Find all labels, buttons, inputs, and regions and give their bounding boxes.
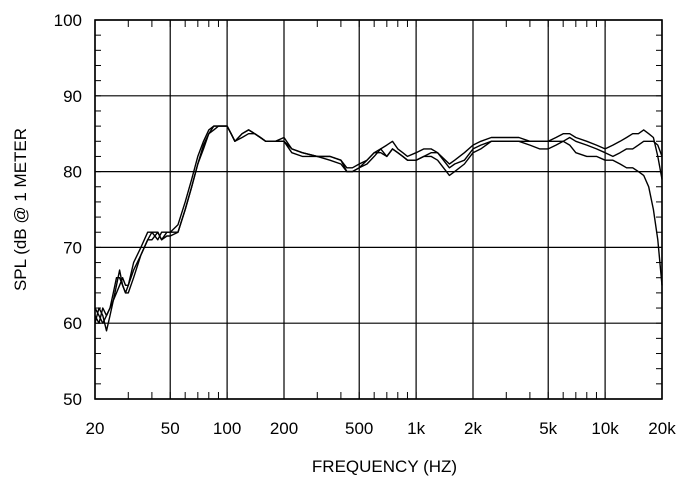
x-tick-label: 10k <box>591 419 619 438</box>
x-tick-label: 100 <box>213 419 241 438</box>
y-tick-label: 100 <box>54 11 82 30</box>
response-curve-1 <box>94 125 663 324</box>
x-tick-label: 5k <box>539 419 557 438</box>
y-tick-label: 80 <box>63 163 82 182</box>
x-tick-label: 200 <box>270 419 298 438</box>
series-layer <box>94 125 663 332</box>
x-tick-label: 50 <box>161 419 180 438</box>
y-tick-labels: 50 60 70 80 90 100 <box>54 11 82 409</box>
y-tick-label: 90 <box>63 87 82 106</box>
x-tick-label: 20k <box>648 419 676 438</box>
response-curve-3 <box>94 125 663 332</box>
y-tick-label: 60 <box>63 314 82 333</box>
y-axis-title: SPL (dB @ 1 METER <box>11 128 30 291</box>
x-tick-labels: 20 50 100 200 500 1k 2k 5k 10k 20k <box>86 419 677 438</box>
x-axis-title: FREQUENCY (HZ) <box>312 457 457 476</box>
plot-frame <box>94 19 663 400</box>
y-tick-label: 50 <box>63 390 82 409</box>
grid-layer <box>94 19 663 400</box>
minor-tick-layer <box>94 19 663 400</box>
x-tick-label: 2k <box>464 419 482 438</box>
x-tick-label: 500 <box>345 419 373 438</box>
x-tick-label: 20 <box>86 419 105 438</box>
y-tick-label: 70 <box>63 238 82 257</box>
x-tick-label: 1k <box>407 419 425 438</box>
